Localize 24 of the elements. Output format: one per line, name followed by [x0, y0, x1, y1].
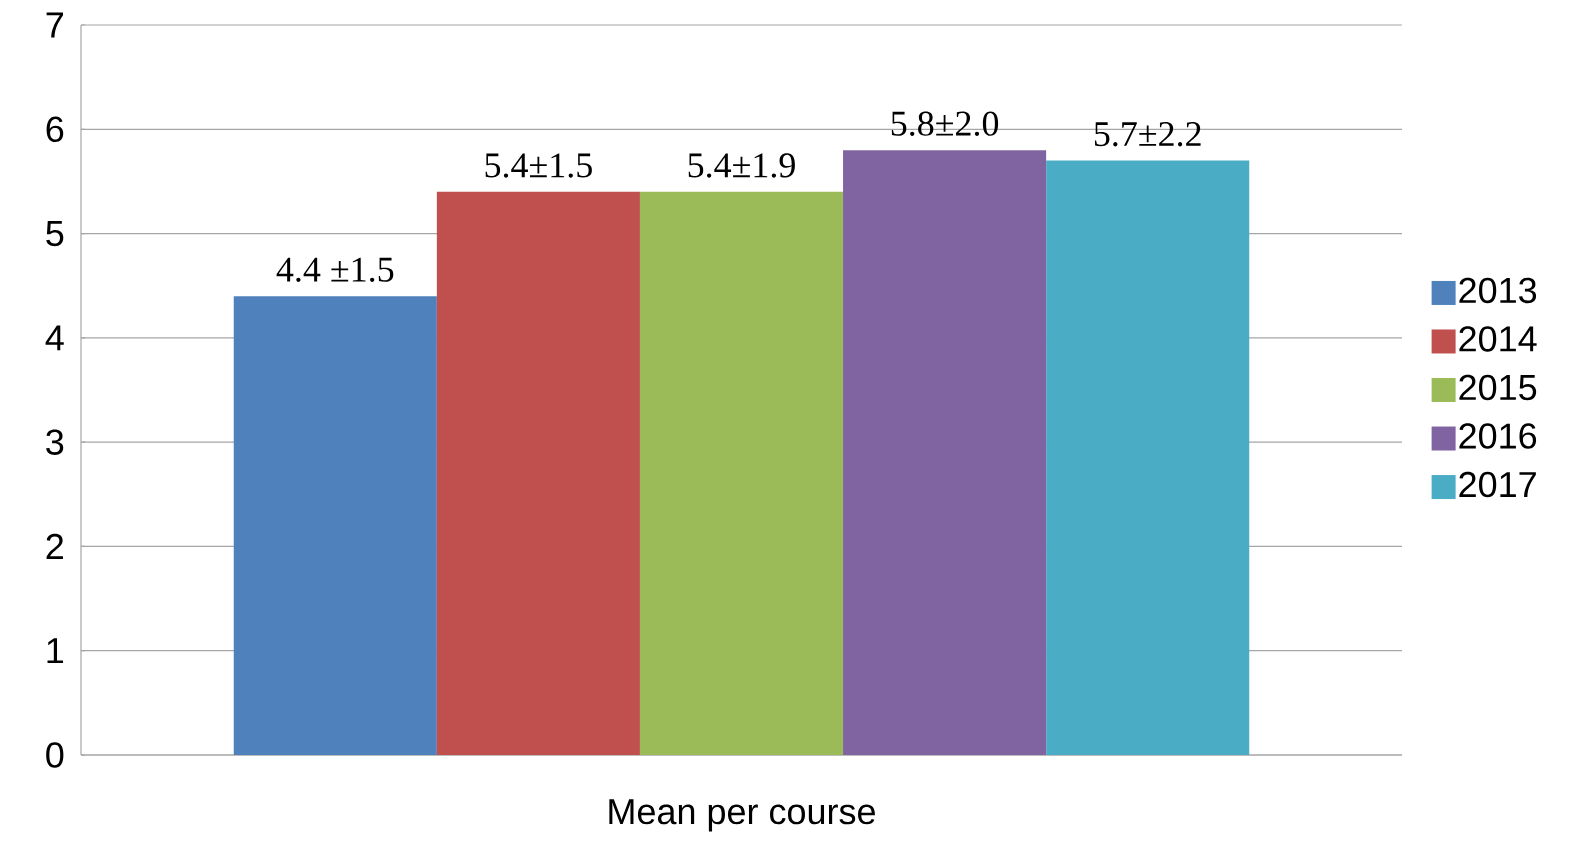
legend-label: 2016	[1459, 423, 1537, 449]
legend-label: 2015	[1459, 374, 1537, 400]
legend-label: 2017	[1459, 471, 1536, 498]
y-tick-label: 3	[46, 429, 64, 455]
bar	[233, 295, 437, 755]
legend-label: 2014	[1459, 325, 1537, 352]
bar	[843, 149, 1047, 755]
data-label: 5.8±2.0	[891, 111, 999, 136]
y-tick-label: 1	[47, 638, 64, 663]
bar	[1046, 160, 1250, 755]
y-tick-label: 0	[46, 742, 64, 768]
bar	[639, 191, 844, 755]
data-label: 4.4 ±1.5	[276, 257, 394, 282]
y-tick-label: 7	[46, 12, 63, 38]
y-tick-label: 6	[46, 116, 64, 142]
y-tick-label: 2	[46, 533, 63, 559]
bar	[436, 191, 640, 755]
legend-label: 2013	[1459, 277, 1537, 303]
data-label: 5.7±2.2	[1094, 121, 1201, 147]
data-label: 5.4±1.9	[688, 153, 795, 178]
y-tick-label: 4	[45, 325, 64, 351]
data-label: 5.4±1.5	[485, 153, 592, 178]
x-axis-title: Mean per course	[609, 799, 875, 832]
y-tick-label: 5	[46, 220, 64, 246]
